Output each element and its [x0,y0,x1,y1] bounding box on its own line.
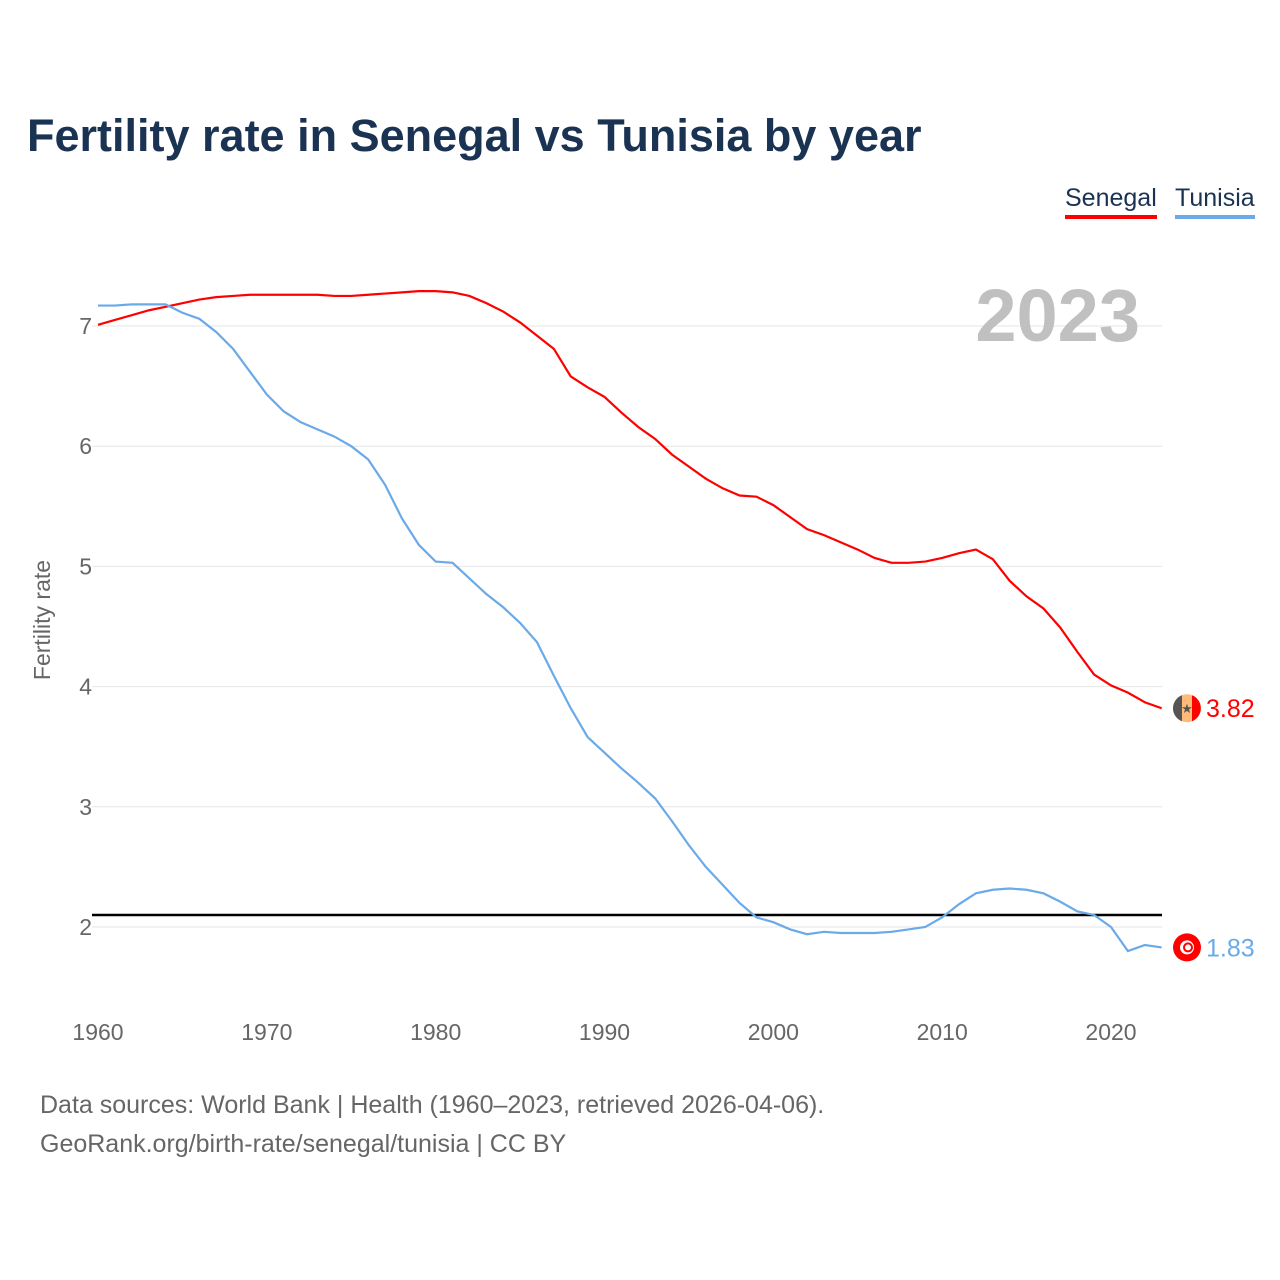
chart-title: Fertility rate in Senegal vs Tunisia by … [27,110,922,161]
x-tick-label: 1980 [410,1019,461,1045]
y-tick-label: 7 [79,313,92,339]
y-tick-label: 2 [79,914,92,940]
data-source: Data sources: World Bank | Health (1960–… [40,1091,825,1119]
footer: Data sources: World Bank | Health (1960–… [40,1086,824,1164]
x-tick-label: 2000 [748,1019,799,1045]
flag-stripe [1173,695,1182,722]
y-tick-label: 6 [79,433,92,459]
x-tick-label: 2020 [1085,1019,1136,1045]
x-tick-label: 1960 [72,1019,123,1045]
year-label: 2023 [975,274,1140,357]
y-tick-label: 3 [79,794,92,820]
flag-stripe [1192,695,1201,722]
end-value-label-senegal: 3.82 [1206,695,1255,723]
flag-crescent [1183,942,1193,953]
end-value-label-tunisia: 1.83 [1206,934,1255,962]
source-link[interactable]: GeoRank.org/birth-rate/senegal/tunisia |… [40,1130,567,1158]
y-tick-label: 4 [79,674,92,700]
legend-tunisia[interactable]: Tunisia [1175,184,1255,219]
flag-star: ★ [1181,701,1193,716]
y-tick-label: 5 [79,553,92,579]
x-tick-label: 2010 [917,1019,968,1045]
series-line-tunisia [98,303,1162,953]
legend-senegal[interactable]: Senegal [1065,184,1157,219]
series-line-senegal [97,290,1163,710]
y-axis-label: Fertility rate [29,560,55,680]
x-tick-label: 1970 [241,1019,292,1045]
x-tick-label: 1990 [579,1019,630,1045]
